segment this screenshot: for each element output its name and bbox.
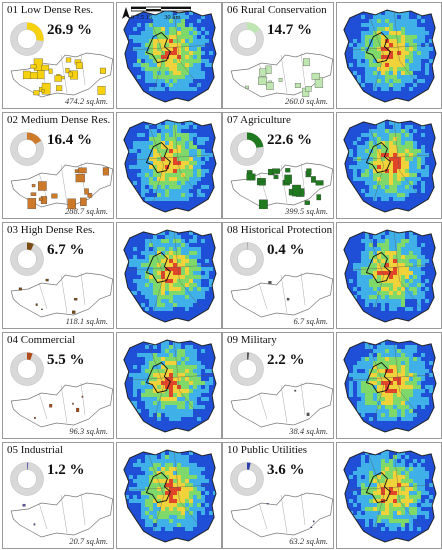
landuse-panel-02: 02 Medium Dense Res. 16.4 % 288.7 sq.km. [2,112,114,219]
heatmap-map [343,229,437,323]
heatmap-panel-05 [116,442,222,549]
area-label: 474.2 sq.km. [65,96,108,106]
percent-label: 1.2 % [47,462,85,478]
panel-title: 05 Industrial [7,444,63,456]
percent-label: 14.7 % [267,22,312,38]
percent-donut [10,22,44,56]
percent-arc [230,462,264,496]
landuse-panel-08: 08 Historical Protection 0.4 % 6.7 sq.km. [222,222,334,329]
percent-arc [10,352,44,386]
panel-title: 04 Commercial [7,334,76,346]
heatmap-panel-08 [336,222,442,329]
percent-donut [230,462,264,496]
heatmap-panel-04 [116,332,222,439]
heatmap-map [343,9,437,103]
landuse-panel-07: 07 Agriculture 22.6 % 399.5 sq.km. [222,112,334,219]
percent-donut [230,242,264,276]
panel-title: 07 Agriculture [227,114,291,126]
percent-label: 3.6 % [267,462,305,478]
percent-arc [10,242,44,276]
percent-label: 26.9 % [47,22,92,38]
landuse-map [230,52,333,98]
heatmap-panel-09 [336,332,442,439]
heatmap-map [343,449,437,543]
percent-donut [10,462,44,496]
percent-arc [10,132,44,166]
landuse-panel-01: 01 Low Dense Res. 26.9 % 474.2 sq.km. [2,2,114,109]
heatmap-map [123,9,217,103]
percent-arc [10,22,44,56]
heatmap-map [123,339,217,433]
landuse-map [230,162,333,209]
percent-arc [230,352,264,386]
landuse-panel-03: 03 High Dense Res. 6.7 % 118.1 sq.km. [2,222,114,329]
percent-label: 16.4 % [47,132,92,148]
percent-donut [10,132,44,166]
percent-donut [230,22,264,56]
scale-ticks: 0 7.5 15 [131,14,153,21]
percent-label: 0.4 % [267,242,305,258]
area-label: 288.7 sq.km. [65,206,108,216]
heatmap-panel-01: 0 7.5 15 30 km [116,2,222,109]
landuse-panel-06: 06 Rural Conservation 14.7 % 260.0 sq.km. [222,2,334,109]
heatmap-panel-06 [336,2,442,109]
heatmap-panel-03 [116,222,222,329]
percent-arc [10,462,44,496]
landuse-panel-10: 10 Public Utilities 3.6 % 63.2 sq.km. [222,442,334,549]
north-arrow-icon [122,7,130,19]
scale-bar [131,6,191,12]
percent-arc [230,242,264,276]
percent-label: 22.6 % [267,132,312,148]
landuse-map [10,162,113,209]
heatmap-map [343,119,437,213]
area-label: 63.2 sq.km. [289,536,328,546]
panel-title: 10 Public Utilities [227,444,308,456]
percent-label: 6.7 % [47,242,85,258]
heatmap-panel-02 [116,112,222,219]
area-label: 20.7 sq.km. [69,536,108,546]
scale-bar-labels: 0 7.5 15 30 km [131,14,181,21]
panel-title: 02 Medium Dense Res. [7,114,111,126]
landuse-map [10,382,113,428]
area-label: 38.4 sq.km. [289,426,328,436]
area-label: 96.3 sq.km. [69,426,108,436]
landuse-map [230,382,333,428]
landuse-map [230,492,333,538]
percent-arc [230,22,264,56]
panel-title: 01 Low Dense Res. [7,4,94,16]
percent-donut [10,242,44,276]
heatmap-panel-07 [336,112,442,219]
landuse-panel-05: 05 Industrial 1.2 % 20.7 sq.km. [2,442,114,549]
landuse-panel-04: 04 Commercial 5.5 % 96.3 sq.km. [2,332,114,439]
area-label: 399.5 sq.km. [285,206,328,216]
scale-max: 30 km [164,14,181,21]
heatmap-map [343,339,437,433]
panel-title: 08 Historical Protection [227,224,333,236]
area-label: 118.1 sq.km. [65,316,108,326]
heatmap-map [123,229,217,323]
area-label: 6.7 sq.km. [293,316,328,326]
panel-title: 03 High Dense Res. [7,224,95,236]
percent-label: 5.5 % [47,352,85,368]
landuse-panel-09: 09 Military 2.2 % 38.4 sq.km. [222,332,334,439]
percent-donut [230,132,264,166]
percent-donut [230,352,264,386]
percent-arc [230,132,264,166]
percent-donut [10,352,44,386]
heatmap-panel-10 [336,442,442,549]
panel-title: 09 Military [227,334,277,346]
landuse-map [10,272,113,318]
area-label: 260.0 sq.km. [285,96,328,106]
heatmap-map [123,119,217,213]
landuse-map [230,272,333,318]
panel-title: 06 Rural Conservation [227,4,327,16]
landuse-map [10,492,113,538]
percent-label: 2.2 % [267,352,305,368]
landuse-map [10,52,113,98]
heatmap-map [123,449,217,543]
